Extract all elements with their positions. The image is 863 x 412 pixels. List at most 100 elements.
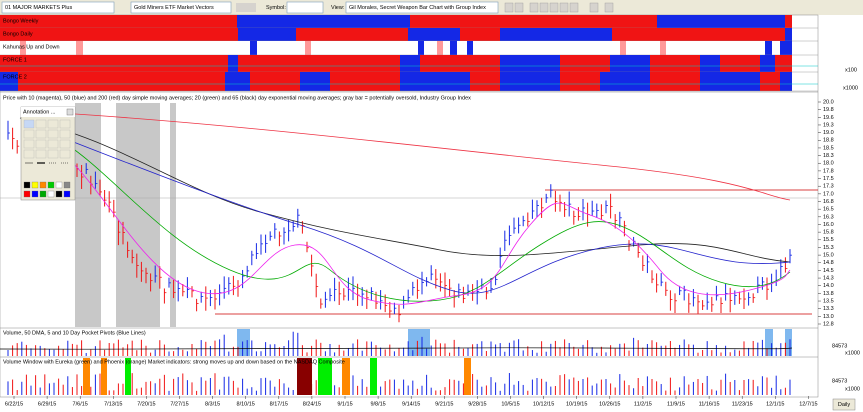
period-label[interactable]: Daily <box>838 402 850 408</box>
tool-button[interactable] <box>59 119 71 129</box>
tool-button[interactable] <box>23 129 35 139</box>
color-swatch[interactable] <box>39 181 47 189</box>
view-name: Gil Morales, Secret Weapon Bar Chart wit… <box>349 5 486 11</box>
volume-scale: x1000 <box>845 350 860 356</box>
indicator-segment <box>300 72 330 91</box>
view-dropdown[interactable] <box>345 1 499 14</box>
indicator-segment <box>500 72 560 91</box>
date-tick-label: 10/26/15 <box>599 401 620 407</box>
tool-button[interactable] <box>59 129 71 139</box>
indicator-segment <box>700 72 760 91</box>
market-indicator <box>342 358 350 395</box>
price-tick-label: 18.5 <box>823 145 834 151</box>
pocket-pivot <box>765 329 773 356</box>
security-name: Gold Miners ETF Market Vectors <box>134 5 214 11</box>
pocket-pivot <box>408 329 430 356</box>
tool-button[interactable] <box>35 149 47 159</box>
force1-label: FORCE 1 <box>3 57 27 63</box>
date-tick-label: 8/17/15 <box>270 401 288 407</box>
pocket-pivot <box>785 329 792 356</box>
tool-button[interactable] <box>23 149 35 159</box>
view-label: View: <box>331 5 345 11</box>
price-tick-label: 16.8 <box>823 199 834 205</box>
date-tick-label: 9/14/15 <box>402 401 420 407</box>
toolbar-button[interactable] <box>559 2 569 13</box>
close-button[interactable] <box>66 108 74 116</box>
price-tick-label: 18.3 <box>823 153 834 159</box>
color-swatch[interactable] <box>31 181 39 189</box>
tool-button[interactable] <box>47 149 59 159</box>
price-tick-label: 14.0 <box>823 283 834 289</box>
tool-button[interactable] <box>47 129 59 139</box>
toolbar-button[interactable] <box>569 2 579 13</box>
date-tick-label: 11/23/15 <box>732 401 753 407</box>
color-swatch[interactable] <box>55 190 63 198</box>
date-tick-label: 11/2/15 <box>634 401 652 407</box>
toolbar-button[interactable] <box>504 2 514 13</box>
toolbar-button[interactable] <box>589 2 599 13</box>
symbol-input[interactable] <box>286 1 324 14</box>
indicator-segment <box>760 55 775 72</box>
indicator-segment <box>400 55 420 72</box>
nav-buttons[interactable] <box>236 3 256 12</box>
price-tick-label: 19.8 <box>823 107 834 113</box>
toolbar-button[interactable] <box>539 2 549 13</box>
indicator-segment <box>76 41 83 55</box>
toolbar-button[interactable] <box>529 2 539 13</box>
date-tick-label: 12/7/15 <box>799 401 817 407</box>
color-swatch[interactable] <box>47 181 55 189</box>
price-panel-label: Price with 10 (magenta), 50 (blue) and 2… <box>3 95 471 101</box>
indicator-segment <box>250 41 257 55</box>
indicator-segment <box>305 41 311 55</box>
tool-button[interactable] <box>23 119 35 129</box>
color-swatch[interactable] <box>23 190 31 198</box>
price-tick-label: 16.0 <box>823 222 834 228</box>
list-dropdown[interactable] <box>1 1 115 14</box>
price-tick-label: 16.3 <box>823 214 834 220</box>
color-swatch[interactable] <box>47 190 55 198</box>
tool-button[interactable] <box>59 149 71 159</box>
date-tick-label: 9/1/15 <box>337 401 352 407</box>
ema-20 <box>59 139 791 302</box>
color-swatch[interactable] <box>63 181 71 189</box>
indicator-segment <box>600 72 650 91</box>
tool-button[interactable] <box>59 139 71 149</box>
toolbar-button[interactable] <box>514 2 524 13</box>
tool-button[interactable] <box>47 119 59 129</box>
color-swatch[interactable] <box>23 181 31 189</box>
price-tick-label: 18.0 <box>823 161 834 167</box>
date-tick-label: 6/29/15 <box>38 401 56 407</box>
indicator-segment <box>237 15 410 28</box>
price-tick-label: 15.0 <box>823 253 834 259</box>
date-tick-label: 7/6/15 <box>73 401 88 407</box>
tool-button[interactable] <box>35 119 47 129</box>
oversold-bar <box>75 103 101 327</box>
indicator-segment <box>0 72 18 91</box>
indicator-segment <box>780 41 792 55</box>
tool-button[interactable] <box>23 139 35 149</box>
tool-button[interactable] <box>47 139 59 149</box>
tool-button[interactable] <box>35 139 47 149</box>
color-swatch[interactable] <box>63 190 71 198</box>
force2-label: FORCE 2 <box>3 74 27 80</box>
color-swatch[interactable] <box>31 190 39 198</box>
indicator-segment <box>780 72 792 91</box>
indicator-segment <box>225 72 250 91</box>
toolbox-titlebar <box>21 107 75 117</box>
date-tick-label: 11/9/15 <box>667 401 685 407</box>
price-tick-label: 17.3 <box>823 184 834 190</box>
security-dropdown[interactable] <box>130 1 232 14</box>
tool-button[interactable] <box>35 129 47 139</box>
indicator-segment <box>765 41 772 55</box>
volume-average <box>0 347 793 350</box>
toolbar-button[interactable] <box>549 2 559 13</box>
indicator-segment <box>418 41 424 55</box>
price-tick-label: 14.3 <box>823 276 834 282</box>
date-tick-label: 10/5/15 <box>501 401 519 407</box>
price-tick-label: 12.8 <box>823 321 834 327</box>
color-swatch[interactable] <box>55 181 63 189</box>
color-swatch[interactable] <box>39 190 47 198</box>
period-button[interactable] <box>832 398 856 411</box>
price-tick-label: 15.8 <box>823 230 834 236</box>
toolbar-button[interactable] <box>604 2 614 13</box>
